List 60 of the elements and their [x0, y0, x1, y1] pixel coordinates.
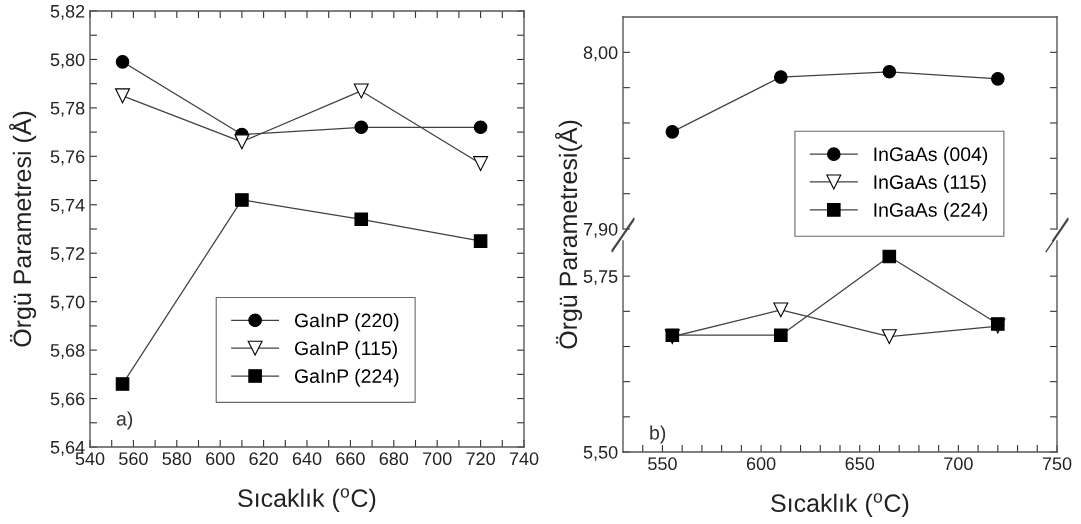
- annotation: b): [650, 425, 666, 444]
- x-tick-label: 560: [119, 452, 148, 466]
- point: [354, 120, 369, 135]
- annotation: a): [116, 411, 133, 430]
- legend-label: GaInP (224): [294, 368, 399, 387]
- point: [473, 234, 488, 248]
- x-tick-label: 660: [336, 452, 365, 466]
- x-axis-title: Sıcaklık ($^{o}$C): [771, 493, 909, 517]
- y-tick-label: 5,74: [50, 198, 85, 214]
- y-axis-title: Örgü Parametresi(Å): [555, 120, 583, 349]
- point: [665, 125, 680, 139]
- x-tick-label: 720: [466, 452, 495, 466]
- point: [774, 70, 788, 84]
- legend-label: InGaAs (115): [874, 174, 986, 193]
- point: [115, 88, 131, 104]
- y-tick-label: 5,72: [50, 247, 85, 263]
- y-tick-label: 5,50: [583, 445, 618, 461]
- x-tick-label: 680: [379, 452, 409, 466]
- y-tick-label: 5,78: [50, 101, 85, 117]
- point: [882, 249, 897, 264]
- x-tick-label: 640: [292, 452, 322, 466]
- y-tick-label: 5,70: [50, 295, 85, 311]
- point: [353, 83, 369, 99]
- point: [882, 64, 897, 79]
- y-axis-title: Örgü Parametresi (Å): [9, 111, 37, 347]
- point: [774, 328, 788, 343]
- point: [115, 377, 130, 391]
- x-tick-label: 620: [249, 452, 278, 466]
- point: [473, 156, 489, 172]
- legend-label: InGaAs (224): [874, 202, 988, 221]
- x-axis-title: Sıcaklık ($^{o}$C): [238, 488, 376, 512]
- point: [354, 212, 369, 227]
- point: [234, 134, 250, 150]
- point: [473, 120, 488, 135]
- y-tick-label: 7,90: [583, 222, 618, 238]
- y-tick-label: 5,82: [50, 4, 85, 20]
- point: [235, 193, 249, 207]
- x-tick-label: 700: [944, 457, 973, 471]
- point: [991, 72, 1005, 86]
- x-tick-label: 550: [648, 457, 677, 471]
- x-tick-label: 580: [162, 452, 192, 466]
- x-tick-label: 650: [845, 457, 875, 471]
- x-tick-label: 600: [746, 457, 776, 471]
- x-tick-label: 700: [423, 452, 452, 466]
- y-tick-label: 5,76: [50, 150, 85, 166]
- legend-label: GaInP (115): [294, 340, 397, 359]
- point: [115, 55, 130, 69]
- y-tick-label: 5,80: [50, 53, 85, 69]
- y-tick-label: 5,68: [50, 344, 85, 359]
- point: [881, 329, 897, 345]
- legend-label: InGaAs (004): [874, 146, 988, 165]
- x-tick-label: 740: [509, 452, 539, 466]
- point: [991, 317, 1005, 331]
- y-tick-label: 5,75: [583, 270, 618, 286]
- point: [773, 302, 789, 318]
- x-tick-label: 600: [206, 452, 235, 466]
- legend-label: GaInP (220): [294, 313, 399, 332]
- y-tick-label: 8,00: [583, 46, 618, 62]
- y-tick-label: 5,66: [50, 392, 85, 408]
- x-tick-label: 750: [1042, 457, 1072, 471]
